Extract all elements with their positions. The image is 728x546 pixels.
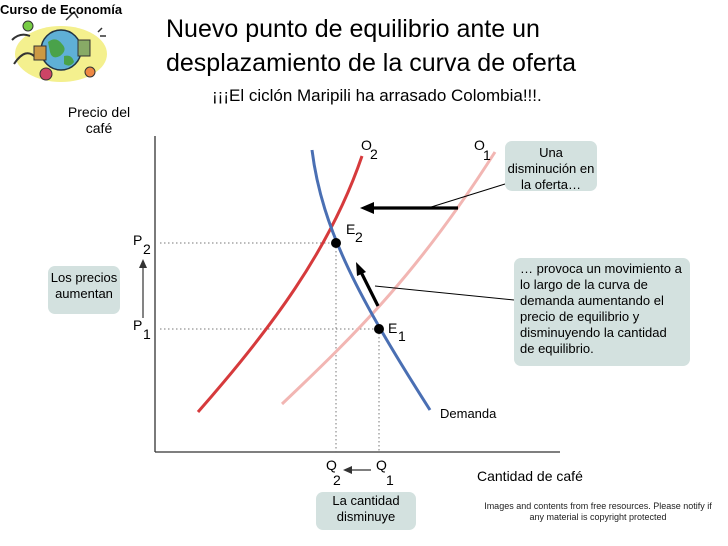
note-supply-decrease: Una disminución en la oferta… xyxy=(505,141,597,192)
e2-label-letter: E xyxy=(346,221,355,237)
movement-arrowhead xyxy=(356,262,366,276)
footer-credit: Images and contents from free resources.… xyxy=(484,501,712,522)
note-connector-movement xyxy=(374,285,515,301)
title-line-2: desplazamiento de la curva de oferta xyxy=(166,49,576,77)
p2-label-sub: 2 xyxy=(143,241,151,257)
supply-curve-o1 xyxy=(280,151,497,406)
e2-label-sub: 2 xyxy=(355,229,363,245)
supply-curve-o2 xyxy=(196,155,364,413)
y-axis-label: Precio del café xyxy=(62,104,136,136)
y-axis-label-line-1: Precio del xyxy=(67,104,131,120)
globe-clipart-icon xyxy=(11,10,107,82)
note-connector-supply xyxy=(427,183,506,209)
note-prices-rise: Los precios aumentan xyxy=(48,266,120,314)
y-axis-label-line-2: café xyxy=(85,120,113,136)
o2-label-letter: O xyxy=(361,137,372,153)
title-line-1: Nuevo punto de equilibrio ante un xyxy=(166,15,540,43)
price-rise-arrowhead xyxy=(139,259,147,268)
q2-label-letter: Q xyxy=(326,457,337,473)
slide-title: Nuevo punto de equilibrio ante un despla… xyxy=(166,12,576,80)
note-quantity-falls: La cantidad disminuye xyxy=(316,492,416,530)
o1-label-sub: 1 xyxy=(483,147,491,163)
e1-label-letter: E xyxy=(388,320,397,336)
equilibrium-point-e2 xyxy=(331,238,341,248)
demand-curve xyxy=(310,149,432,411)
demand-label: Demanda xyxy=(440,406,497,421)
p2-label-letter: P xyxy=(133,232,142,248)
o1-label-letter: O xyxy=(474,137,485,153)
course-label: Curso de Economía xyxy=(0,2,123,17)
q1-label-letter: Q xyxy=(376,457,387,473)
supply-shift-arrowhead xyxy=(360,202,374,214)
equilibrium-point-e1 xyxy=(374,324,384,334)
p1-label-sub: 1 xyxy=(143,326,151,342)
e1-label-sub: 1 xyxy=(398,328,406,344)
slide-subtitle: ¡¡¡El ciclón Maripili ha arrasado Colomb… xyxy=(212,86,542,105)
o2-label-sub: 2 xyxy=(370,146,378,162)
quantity-fall-arrowhead xyxy=(343,466,352,474)
x-axis-label: Cantidad de café xyxy=(477,468,583,484)
p1-label-letter: P xyxy=(133,317,142,333)
note-movement-demand: … provoca un movimiento a lo largo de la… xyxy=(514,258,690,366)
movement-arrow xyxy=(358,269,380,307)
q2-label-sub: 2 xyxy=(333,472,341,488)
q1-label-sub: 1 xyxy=(386,472,394,488)
